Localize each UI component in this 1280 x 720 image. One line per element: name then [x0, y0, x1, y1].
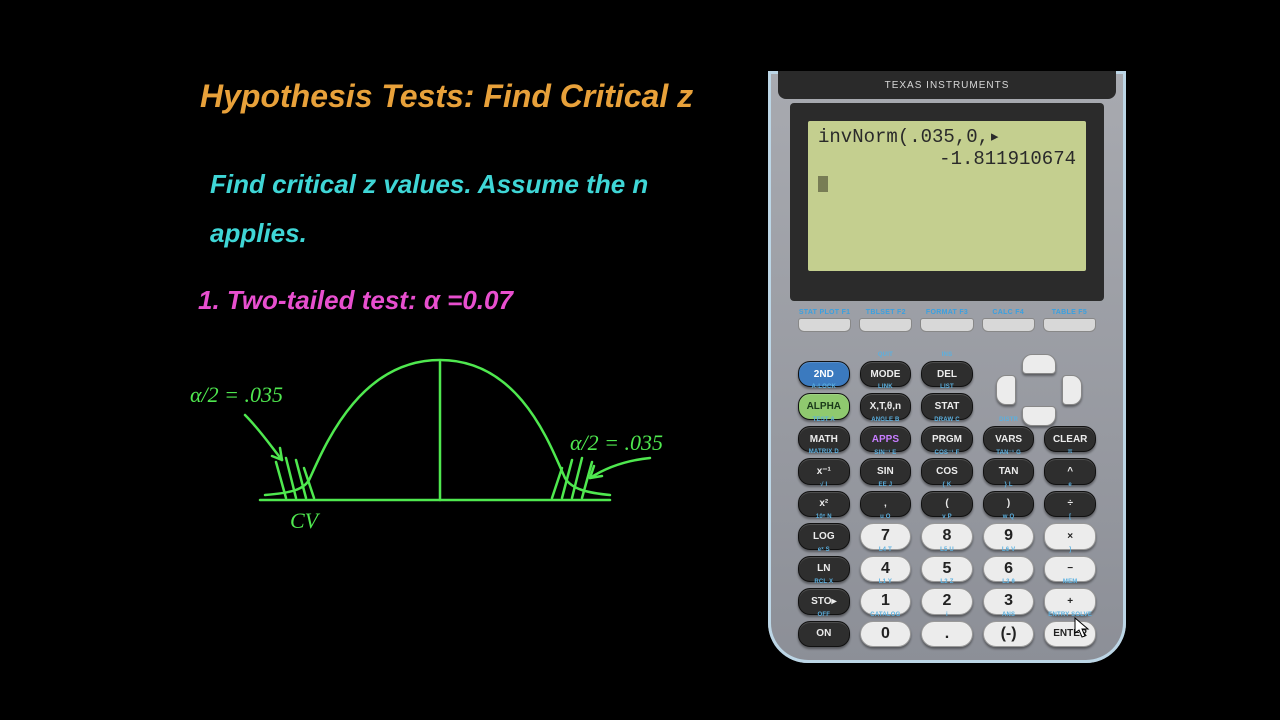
calc-brand-bar: TEXAS INSTRUMENTS: [778, 71, 1116, 99]
annotation-right-alpha: α/2 = .035: [570, 430, 663, 456]
calc-key[interactable]: ONOFF: [798, 621, 850, 647]
fkey-trace[interactable]: [982, 318, 1035, 332]
calc-screen-line1: invNorm(.035,0,▸: [818, 127, 1076, 149]
dpad-left[interactable]: [996, 375, 1016, 405]
ti-calculator: TEXAS INSTRUMENTS invNorm(.035,0,▸ -1.81…: [768, 71, 1126, 663]
calc-keypad: 2NDMODEQUITDELINSALPHAA-LOCKX,T,θ,nLINKS…: [798, 361, 1096, 647]
subtitle-line1: Find critical z values. Assume the n: [210, 169, 648, 199]
fkey-label: STAT PLOT F1: [798, 309, 851, 316]
fkey-label: FORMAT F3: [920, 309, 973, 316]
fkey-zoom[interactable]: [920, 318, 973, 332]
calc-screen-cursor: [818, 176, 828, 192]
slide-title: Hypothesis Tests: Find Critical z: [200, 78, 693, 115]
fkey-label: CALC F4: [982, 309, 1035, 316]
annotation-left-alpha: α/2 = .035: [190, 382, 283, 408]
fkey-window[interactable]: [859, 318, 912, 332]
calc-key[interactable]: 0CATALOG: [860, 621, 912, 647]
bell-curve-svg: [190, 340, 750, 570]
fkey-graph[interactable]: [1043, 318, 1096, 332]
fkey-label: TABLE F5: [1043, 309, 1096, 316]
slide-subtitle: Find critical z values. Assume the n app…: [210, 160, 648, 259]
bell-curve-diagram: α/2 = .035 α/2 = .035 CV: [190, 340, 750, 570]
calc-key[interactable]: (-)ANS: [983, 621, 1035, 647]
calc-brand-label: TEXAS INSTRUMENTS: [885, 80, 1010, 91]
problem-statement: 1. Two-tailed test: α =0.07: [198, 285, 513, 316]
fkey-y-equals[interactable]: [798, 318, 851, 332]
calc-function-key-row: STAT PLOT F1 TBLSET F2 FORMAT F3 CALC F4…: [798, 309, 1096, 332]
calc-screen-bezel: invNorm(.035,0,▸ -1.811910674: [790, 103, 1104, 301]
calc-dpad: [983, 361, 1096, 420]
mouse-cursor-icon: [1074, 617, 1090, 639]
fkey-label: TBLSET F2: [859, 309, 912, 316]
subtitle-line2: applies.: [210, 218, 307, 248]
calc-screen-line2: -1.811910674: [818, 149, 1076, 171]
dpad-right[interactable]: [1062, 375, 1082, 405]
calc-screen: invNorm(.035,0,▸ -1.811910674: [808, 121, 1086, 271]
annotation-cv: CV: [290, 508, 318, 534]
calc-key[interactable]: .i: [921, 621, 973, 647]
dpad-up[interactable]: [1022, 354, 1056, 374]
